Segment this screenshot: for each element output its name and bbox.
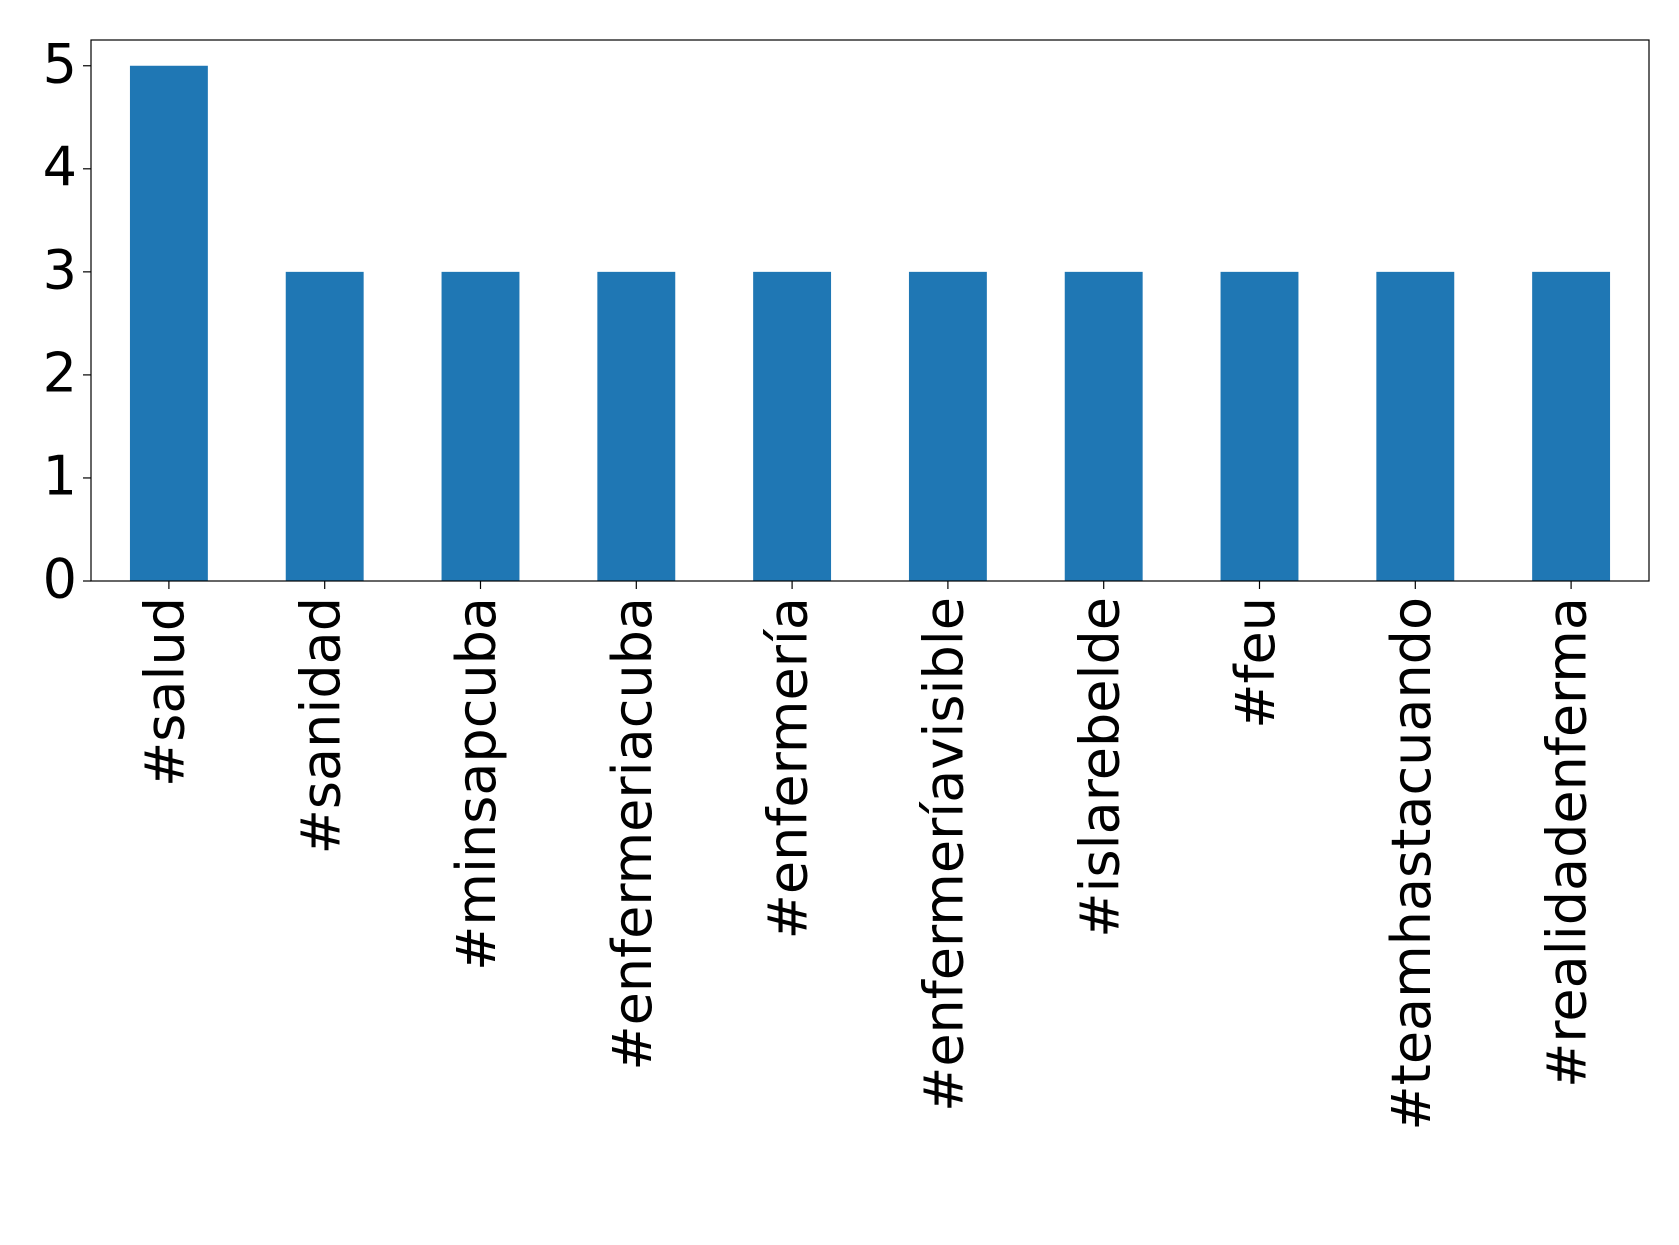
x-tick-label: #teamhastacuando [1380, 597, 1443, 1131]
y-tick-label: 2 [43, 342, 77, 405]
bar [753, 271, 832, 581]
x-tick-label: #enfermeríavisible [913, 597, 976, 1112]
y-tick-label: 5 [43, 32, 77, 95]
bar [908, 271, 987, 581]
x-tick-label: #realidadenferma [1536, 597, 1599, 1088]
bar [1220, 271, 1299, 581]
y-tick-label: 1 [43, 445, 77, 508]
bar [1064, 271, 1143, 581]
y-tick-label: 3 [43, 238, 77, 301]
bar [1376, 271, 1455, 581]
bar [1532, 271, 1611, 581]
y-tick-label: 4 [43, 135, 77, 198]
x-tick-label: #feu [1224, 597, 1287, 729]
x-tick-label: #sanidad [289, 597, 352, 854]
x-tick-label: #salud [134, 597, 197, 787]
bar [285, 271, 364, 581]
x-tick-label: #islarebelde [1068, 597, 1131, 938]
plot-frame [90, 39, 1650, 582]
x-tick-label: #enfermeriacuba [601, 597, 664, 1071]
x-tick-label: #minsapcuba [445, 597, 508, 971]
x-tick-label: #enfermería [757, 597, 820, 939]
bar [441, 271, 520, 581]
bar [129, 65, 208, 581]
y-tick-label: 0 [43, 548, 77, 611]
bar [597, 271, 676, 581]
